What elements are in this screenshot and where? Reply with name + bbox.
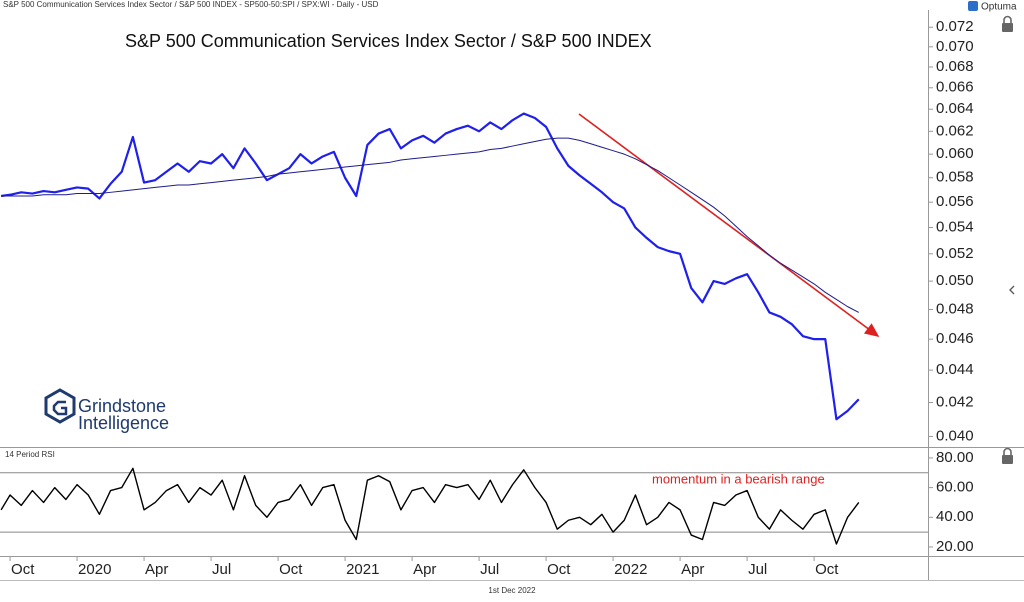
x-tick-label: 2020 bbox=[78, 561, 111, 578]
lock-icon[interactable] bbox=[1002, 15, 1013, 33]
x-tick-label: 2021 bbox=[346, 561, 379, 578]
lock-icon[interactable] bbox=[1002, 447, 1013, 464]
x-tick-label: Oct bbox=[279, 561, 303, 578]
data-line bbox=[0, 112, 860, 421]
y-tick-label: 0.062 bbox=[936, 122, 974, 139]
source: Optuma bbox=[981, 2, 1017, 13]
data-line bbox=[0, 467, 860, 545]
y-tick-label: 0.044 bbox=[936, 361, 974, 378]
y-tick-label: 40.00 bbox=[936, 508, 974, 525]
logo-icon bbox=[968, 1, 978, 11]
series-group bbox=[0, 112, 860, 421]
y-tick-label: 0.056 bbox=[936, 193, 974, 210]
y-tick-label: 0.066 bbox=[936, 79, 974, 96]
y-tick-label: 0.050 bbox=[936, 272, 974, 289]
watermark-logo bbox=[44, 388, 76, 424]
x-tick-label: Jul bbox=[748, 561, 767, 578]
y-tick-label: 20.00 bbox=[936, 538, 974, 555]
y-tick-label: 60.00 bbox=[936, 479, 974, 496]
x-tick-label: Apr bbox=[681, 561, 704, 578]
footer-date: 1st Dec 2022 bbox=[488, 586, 536, 595]
x-tick-label: Jul bbox=[480, 561, 499, 578]
x-tick-label: Oct bbox=[547, 561, 571, 578]
annotation: momentum in a bearish range bbox=[652, 471, 825, 486]
chart-title: S&P 500 Communication Services Index Sec… bbox=[125, 31, 652, 51]
x-tick-label: Apr bbox=[145, 561, 168, 578]
y-tick-label: 0.064 bbox=[936, 100, 974, 117]
y-tick-label: 0.070 bbox=[936, 38, 974, 55]
watermark-line2: Intelligence bbox=[78, 413, 169, 433]
y-tick-label: 0.060 bbox=[936, 145, 974, 162]
x-tick-label: 2022 bbox=[614, 561, 647, 578]
x-tick-label: Oct bbox=[11, 561, 35, 578]
y-tick-label: 0.042 bbox=[936, 393, 974, 410]
y-tick-label: 0.048 bbox=[936, 300, 974, 317]
y-tick-label: 0.052 bbox=[936, 245, 974, 262]
x-tick-label: Apr bbox=[413, 561, 436, 578]
y-tick-label: 0.054 bbox=[936, 218, 974, 235]
y-tick-label: 0.068 bbox=[936, 58, 974, 75]
x-tick-label: Oct bbox=[815, 561, 839, 578]
rsi-label: 14 Period RSI bbox=[5, 450, 55, 459]
y-tick-label: 0.058 bbox=[936, 169, 974, 186]
series-group bbox=[0, 467, 860, 545]
x-tick-label: Jul bbox=[212, 561, 231, 578]
collapse-toggle[interactable] bbox=[1009, 285, 1015, 295]
y-tick-label: 0.046 bbox=[936, 330, 974, 347]
y-tick-label: 0.040 bbox=[936, 427, 974, 444]
data-line bbox=[1, 137, 859, 313]
chart-subtitle: S&P 500 Communication Services Index Sec… bbox=[3, 0, 379, 9]
watermark-line1: Grindstone bbox=[78, 396, 166, 416]
y-tick-label: 80.00 bbox=[936, 449, 974, 466]
y-tick-label: 0.072 bbox=[936, 18, 974, 35]
trend-arrow bbox=[578, 113, 880, 337]
